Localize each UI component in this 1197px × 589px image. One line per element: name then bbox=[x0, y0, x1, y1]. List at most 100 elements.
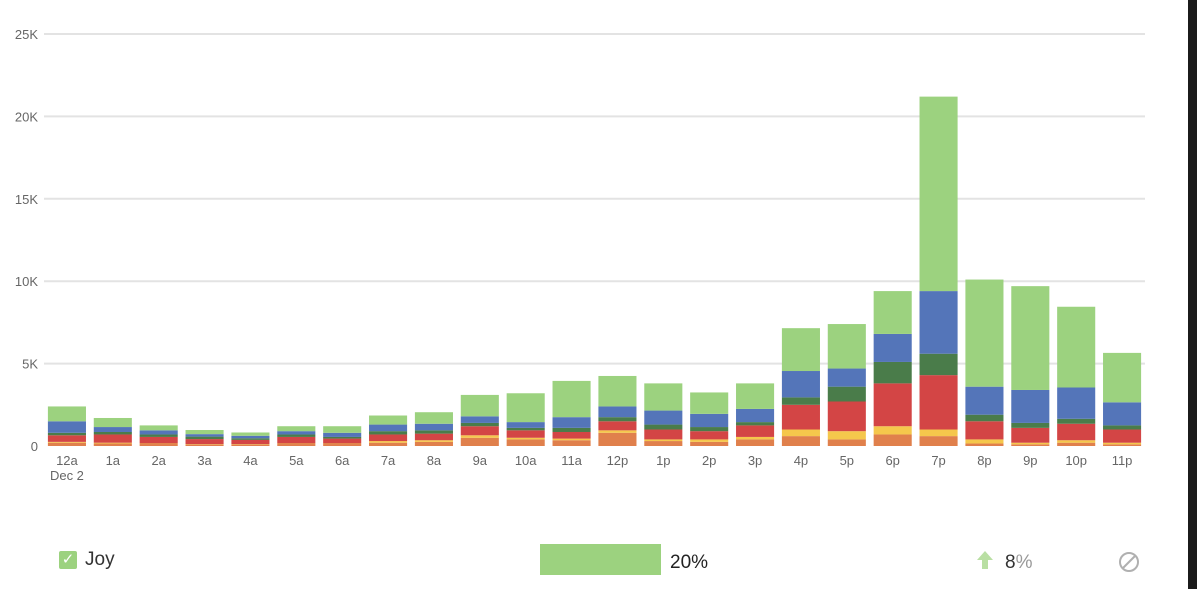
bar-segment bbox=[1011, 444, 1050, 446]
bar-segment bbox=[873, 434, 912, 446]
bar-segment bbox=[93, 434, 132, 443]
bar-segment bbox=[644, 429, 683, 440]
bar-segment bbox=[965, 421, 1004, 440]
bar-segment bbox=[460, 416, 499, 423]
bar-segment bbox=[47, 442, 86, 446]
bar-segment bbox=[690, 441, 729, 446]
bar-segment bbox=[1103, 444, 1142, 446]
x-tick-label: 11a bbox=[561, 453, 582, 468]
bar-segment bbox=[598, 417, 637, 422]
bar-segment bbox=[919, 436, 958, 446]
bar-segment bbox=[781, 328, 820, 372]
bar-segment bbox=[185, 444, 224, 446]
bar-segment bbox=[552, 431, 591, 439]
bar-segment bbox=[827, 431, 866, 440]
bar-segment bbox=[506, 422, 545, 428]
bar-segment bbox=[873, 383, 912, 427]
bar-segment bbox=[644, 383, 683, 411]
bar-segment bbox=[139, 434, 178, 437]
bar-segment bbox=[690, 392, 729, 414]
bar-segment bbox=[873, 333, 912, 362]
bar-segment bbox=[552, 427, 591, 432]
x-tick-label: 4a bbox=[243, 453, 258, 468]
bar-segment bbox=[1103, 425, 1142, 430]
y-tick-label: 5K bbox=[22, 357, 38, 372]
bar-segment bbox=[781, 429, 820, 437]
y-tick-label: 15K bbox=[15, 192, 38, 207]
bar-segment bbox=[231, 439, 270, 445]
bar-segment bbox=[47, 421, 86, 433]
x-tick-label: 11p bbox=[1112, 453, 1133, 468]
bar-segment bbox=[460, 394, 499, 417]
x-tick-label: 2a bbox=[151, 453, 166, 468]
bar-segment bbox=[827, 324, 866, 369]
y-tick-label: 0 bbox=[31, 439, 38, 454]
bar-segment bbox=[1011, 427, 1050, 443]
bar-segment bbox=[598, 430, 637, 433]
x-tick-label: 1p bbox=[656, 453, 670, 468]
share-bar bbox=[540, 544, 661, 575]
bar-segment bbox=[965, 439, 1004, 444]
bar-segment bbox=[47, 432, 86, 436]
x-tick-label: 2p bbox=[702, 453, 716, 468]
bar-segment bbox=[506, 437, 545, 440]
bar-segment bbox=[460, 426, 499, 436]
bar-segment bbox=[1057, 423, 1096, 441]
x-tick-sublabel: Dec 2 bbox=[50, 468, 84, 483]
bar-segment bbox=[827, 368, 866, 387]
bar-segment bbox=[277, 436, 316, 444]
bar-segment bbox=[1103, 429, 1142, 443]
x-tick-label: 9p bbox=[1023, 453, 1037, 468]
bar-segment bbox=[414, 430, 453, 434]
bar-segment bbox=[873, 361, 912, 384]
bar-segment bbox=[185, 430, 224, 435]
bar-segment bbox=[506, 439, 545, 446]
bar-segment bbox=[369, 441, 408, 443]
bar-segment bbox=[323, 426, 362, 433]
legend-label: Joy bbox=[85, 549, 115, 570]
disable-icon[interactable] bbox=[1118, 551, 1140, 578]
bar-segment bbox=[736, 408, 775, 423]
bar-segment bbox=[1057, 442, 1096, 446]
bar-segment bbox=[231, 438, 270, 440]
bar-segment bbox=[369, 424, 408, 432]
bar-segment bbox=[690, 431, 729, 440]
x-tick-label: 7a bbox=[381, 453, 396, 468]
bar-segment bbox=[231, 435, 270, 439]
legend-row: ✓ Joy 20% 8% bbox=[0, 540, 1188, 580]
bar-segment bbox=[323, 432, 362, 437]
bar-segment bbox=[781, 436, 820, 446]
bar-segment bbox=[598, 406, 637, 418]
bar-segment bbox=[1011, 389, 1050, 423]
bar-segment bbox=[1103, 352, 1142, 403]
bar-segment bbox=[369, 431, 408, 435]
x-tick-label: 3a bbox=[197, 453, 212, 468]
bar-segment bbox=[139, 430, 178, 435]
bar-segment bbox=[965, 279, 1004, 387]
bar-segment bbox=[277, 434, 316, 437]
bar-segment bbox=[185, 439, 224, 445]
bar-segment bbox=[414, 412, 453, 424]
legend-checkbox[interactable]: ✓ bbox=[59, 551, 77, 569]
bar-segment bbox=[690, 439, 729, 442]
bar-segment bbox=[139, 425, 178, 431]
bar-segment bbox=[736, 425, 775, 437]
bar-segment bbox=[369, 442, 408, 446]
bar-segment bbox=[1103, 442, 1142, 445]
y-tick-label: 25K bbox=[15, 27, 38, 42]
bar-segment bbox=[47, 441, 86, 443]
bar-segment bbox=[323, 444, 362, 446]
bar-segment bbox=[93, 442, 132, 444]
bar-segment bbox=[277, 431, 316, 435]
x-tick-label: 5a bbox=[289, 453, 304, 468]
x-tick-label: 9a bbox=[473, 453, 488, 468]
bar-segment bbox=[231, 432, 270, 436]
bar-segment bbox=[919, 291, 958, 354]
bar-segment bbox=[231, 444, 270, 446]
bar-segment bbox=[690, 427, 729, 432]
bar-segment bbox=[873, 426, 912, 435]
x-tick-label: 1a bbox=[106, 453, 121, 468]
bar-segment bbox=[965, 386, 1004, 415]
bar-segment bbox=[827, 439, 866, 446]
bar-segment bbox=[139, 444, 178, 446]
